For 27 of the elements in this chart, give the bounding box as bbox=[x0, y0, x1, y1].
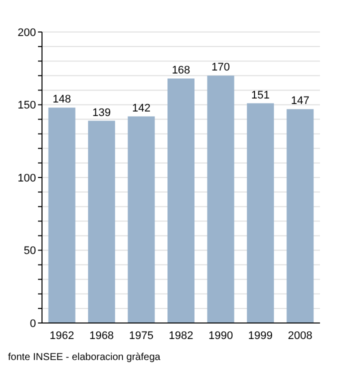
data-label: 142 bbox=[132, 102, 150, 114]
y-tick-label: 50 bbox=[24, 245, 36, 258]
x-tick-label: 1990 bbox=[208, 330, 233, 342]
bar bbox=[88, 120, 116, 323]
x-tick-label: 2008 bbox=[288, 330, 312, 342]
x-tick-label: 1999 bbox=[248, 330, 273, 342]
bar bbox=[128, 116, 155, 323]
data-label: 148 bbox=[52, 94, 72, 106]
bar bbox=[246, 103, 274, 323]
data-label: 147 bbox=[290, 95, 310, 108]
bar bbox=[167, 78, 194, 323]
y-tick-label: 100 bbox=[18, 172, 36, 184]
bar bbox=[48, 108, 76, 323]
source-note: fonte INSEE - elaboracion gràfega bbox=[8, 352, 162, 363]
x-tick-label: 1982 bbox=[168, 330, 194, 342]
y-tick-label: 200 bbox=[18, 26, 36, 39]
y-tick-label: 0 bbox=[30, 318, 36, 330]
bar bbox=[207, 76, 234, 323]
data-label: 170 bbox=[212, 62, 230, 74]
data-label: 168 bbox=[172, 64, 190, 77]
y-tick-label: 150 bbox=[18, 100, 36, 112]
x-tick-label: 1962 bbox=[50, 330, 74, 342]
bar bbox=[286, 109, 314, 323]
x-tick-label: 1975 bbox=[129, 330, 154, 342]
data-label: 151 bbox=[251, 89, 270, 102]
data-label: 139 bbox=[92, 106, 111, 119]
x-tick-label: 1968 bbox=[89, 330, 114, 342]
